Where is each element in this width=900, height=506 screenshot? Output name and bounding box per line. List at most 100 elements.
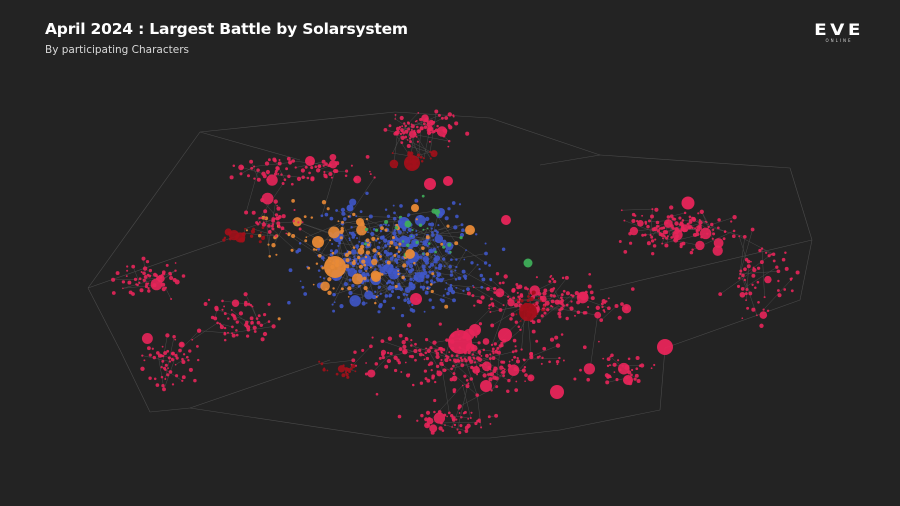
solarsystem-dot [631,218,636,224]
solarsystem-dot [425,216,430,222]
solarsystem-dot [426,258,429,261]
solarsystem-dot [422,122,426,126]
solarsystem-dot [432,274,436,278]
solarsystem-dot [146,346,151,351]
solarsystem-dot [401,275,405,280]
solarsystem-dot [543,311,547,315]
solarsystem-dot [712,232,716,236]
solarsystem-dot [345,169,349,173]
solarsystem-dot [276,206,281,211]
solarsystem-dot [697,228,701,232]
solarsystem-dot [355,215,358,218]
solarsystem-dot [337,365,346,373]
solarsystem-dot [426,227,429,230]
solarsystem-dot [274,213,279,217]
solarsystem-dot [667,219,670,222]
connection-line [442,364,478,396]
solarsystem-dot [352,246,356,249]
solarsystem-dot [277,172,280,175]
solarsystem-dot [366,279,370,283]
connection-line [349,252,388,284]
solarsystem-dot [384,244,387,247]
solarsystem-dot [353,177,358,182]
solarsystem-dot [317,269,321,272]
battle-marker [410,293,422,305]
solarsystem-dot [430,369,433,372]
solarsystem-dot [266,174,278,186]
solarsystem-dot [600,302,604,306]
solarsystem-dot [493,291,497,294]
solarsystem-dot [650,367,653,370]
solarsystem-dot [386,214,391,218]
solarsystem-dot [429,262,435,267]
connection-line [473,287,504,306]
solarsystem-dot [513,303,519,308]
solarsystem-dot [263,313,267,317]
solarsystem-dot [397,258,400,261]
solarsystem-dot [351,273,364,285]
connection-line [711,216,735,225]
solarsystem-dot [397,284,400,287]
solarsystem-dot [480,354,483,357]
solarsystem-dot [612,362,617,367]
solarsystem-dot [340,229,344,233]
solarsystem-dot [415,120,418,122]
solarsystem-dot [148,353,152,357]
solarsystem-dot [515,380,518,383]
solarsystem-dot [405,267,409,271]
solarsystem-dot [331,303,334,306]
connection-line [371,353,392,374]
solarsystem-dot [223,331,226,335]
solarsystem-dot [406,231,409,234]
solarsystem-dot [650,239,655,243]
solarsystem-dot [461,269,466,274]
solarsystem-dot [436,271,439,274]
solarsystem-dot [262,331,268,337]
solarsystem-dot [253,330,257,333]
solarsystem-dot [140,366,145,371]
solarsystem-dot [323,367,326,370]
solarsystem-dot [144,284,149,289]
solarsystem-dot [390,289,395,294]
solarsystem-dot [431,233,435,237]
solarsystem-dot [317,164,322,168]
solarsystem-dot [415,277,419,281]
solarsystem-dot [510,312,515,317]
solarsystem-dot [383,223,385,226]
solarsystem-dot [391,152,394,155]
solarsystem-dot [511,350,515,354]
solarsystem-dot [163,351,168,356]
battle-marker [465,225,475,235]
solarsystem-dot [181,274,186,278]
solarsystem-dot [433,130,436,134]
solarsystem-dot [522,358,526,362]
solarsystem-dot [447,242,452,247]
solarsystem-dot [448,351,451,353]
solarsystem-dot [633,377,637,381]
solarsystem-dot [307,266,311,270]
solarsystem-dot [415,230,418,232]
solarsystem-dot [377,310,381,314]
battle-marker [480,380,492,392]
solarsystem-dot [489,310,492,314]
solarsystem-dot [495,385,499,389]
solarsystem-dot [367,231,369,234]
solarsystem-dot [460,416,463,419]
connection-line [192,322,218,341]
solarsystem-dot [368,241,371,244]
solarsystem-dot [554,335,559,340]
solarsystem-dot [353,350,357,354]
solarsystem-dot [153,272,157,277]
solarsystem-dot [172,334,176,339]
solarsystem-dot [425,280,429,284]
solarsystem-dot [757,301,760,304]
solarsystem-dot [539,295,543,299]
solarsystem-dot [507,363,512,368]
solarsystem-dot [420,413,424,418]
connection-line [789,167,813,241]
solarsystem-dot [369,170,371,173]
solarsystem-dot [333,251,337,255]
solarsystem-dot [480,285,484,289]
solarsystem-dot [576,300,581,305]
solarsystem-dot [627,357,631,361]
